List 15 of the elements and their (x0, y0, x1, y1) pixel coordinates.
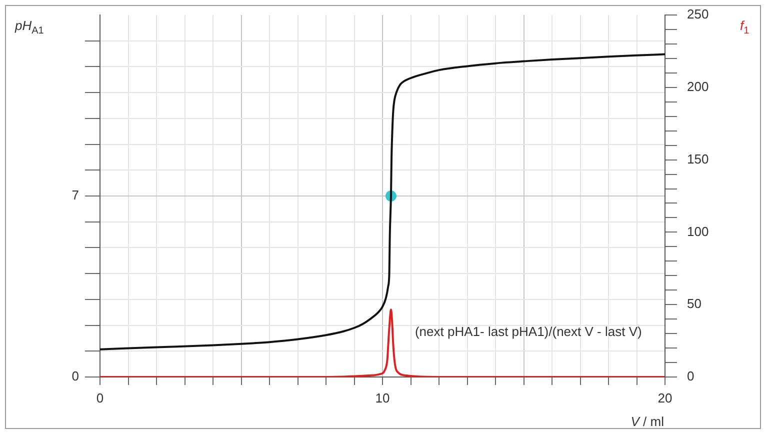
y-axis-title: pH$_{A1}$ (15, 18, 44, 39)
y2-axis-title: f$_{1}$ (740, 18, 750, 39)
y2-tick-label: 0 (687, 368, 694, 384)
y-tick-label: 7 (72, 188, 79, 203)
y2-tick-label: 250 (687, 6, 709, 22)
series-label: (next pHA1- last pHA1)/(next V - last V) (414, 324, 642, 340)
x-tick-label: 10 (375, 390, 390, 406)
x-tick-label: 20 (658, 390, 672, 406)
x-axis-title: V / ml (630, 414, 664, 429)
line-series (100, 53, 665, 350)
y2-tick-label: 100 (687, 224, 709, 239)
y2-tick-label: 200 (687, 78, 709, 94)
x-tick-label: 0 (96, 390, 104, 406)
y2-tick-label: 50 (687, 296, 702, 312)
y2-tick-label: 150 (687, 151, 709, 166)
